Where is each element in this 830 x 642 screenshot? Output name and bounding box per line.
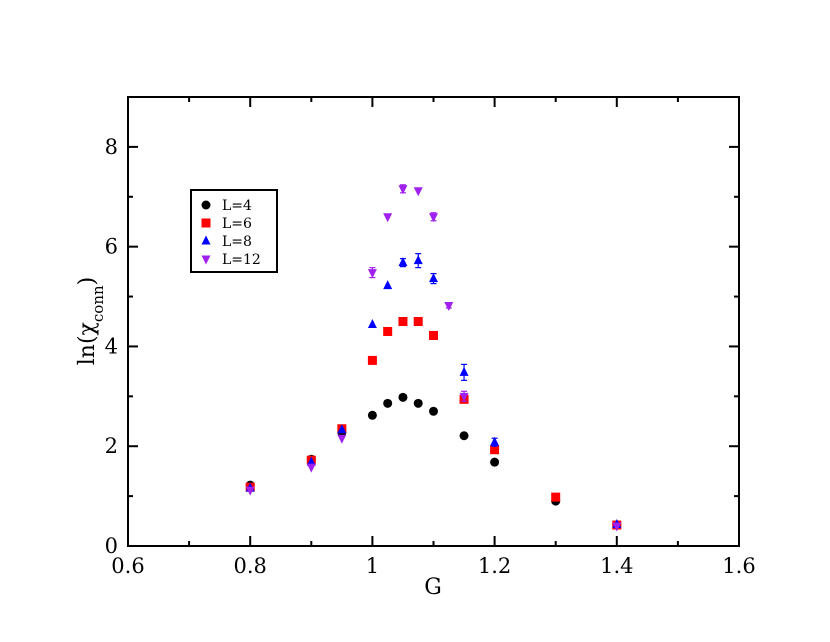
- series-l8: [245, 253, 622, 529]
- data-point: [367, 410, 377, 420]
- data-point: [398, 257, 408, 267]
- data-point: [429, 213, 438, 223]
- data-point: [367, 355, 377, 365]
- legend: L=4 L=6 L=8 L=12: [190, 189, 278, 273]
- data-point: [413, 255, 423, 265]
- series-l4: [245, 392, 622, 530]
- data-point: [245, 486, 255, 496]
- data-point: [398, 185, 408, 195]
- x-tick-labels: 0.6 0.8 1 1.2 1.4 1.6: [111, 554, 755, 578]
- data-point: [383, 280, 393, 290]
- data-series: [245, 184, 622, 532]
- data-point: [383, 326, 393, 336]
- x-tick-label: 1.4: [600, 554, 633, 578]
- data-point: [413, 398, 423, 408]
- x-axis-title: G: [424, 575, 442, 600]
- y-axis-title-close: ): [75, 277, 100, 286]
- data-point: [551, 492, 561, 502]
- data-point: [612, 522, 622, 532]
- data-point: [490, 457, 500, 467]
- data-point: [398, 392, 408, 402]
- data-point: [459, 431, 469, 441]
- data-point: [337, 424, 347, 434]
- y-tick-label: 0: [105, 534, 118, 558]
- y-tick-label: 8: [105, 135, 118, 159]
- y-axis-title: ln(χconn): [75, 277, 107, 365]
- data-point: [413, 317, 423, 326]
- data-point: [490, 445, 500, 455]
- data-point: [306, 456, 316, 466]
- y-tick-label: 6: [105, 235, 118, 259]
- data-point: [429, 273, 438, 283]
- data-point: [337, 434, 347, 444]
- y-axis-title-main: ln(χ: [75, 322, 100, 365]
- data-point: [429, 406, 438, 416]
- x-tick-label: 0.6: [111, 554, 144, 578]
- legend-label-l4: L=4: [222, 198, 252, 214]
- legend-items: [201, 200, 211, 265]
- legend-label-l12: L=12: [222, 252, 261, 268]
- x-tick-label: 1.2: [478, 554, 511, 578]
- data-point: [459, 392, 469, 402]
- y-tick-label: 4: [105, 334, 118, 358]
- data-point: [429, 330, 438, 340]
- data-point: [367, 318, 377, 328]
- legend-symbol: [201, 255, 211, 265]
- axis-ticks: [127, 97, 740, 547]
- legend-label-l6: L=6: [222, 216, 252, 232]
- data-point: [444, 302, 454, 312]
- y-tick-label: 2: [105, 434, 118, 458]
- data-point: [490, 436, 500, 446]
- series-l12: [245, 184, 622, 532]
- data-point: [398, 317, 408, 326]
- legend-symbol: [201, 200, 211, 210]
- y-tick-labels: 0 2 4 6 8: [105, 135, 118, 558]
- x-tick-label: 1.6: [722, 554, 755, 578]
- plot-frame: [127, 96, 740, 547]
- data-point: [383, 398, 393, 408]
- legend-label-l8: L=8: [222, 234, 252, 250]
- series-l6: [245, 317, 622, 530]
- legend-symbol: [201, 218, 211, 228]
- data-point: [367, 269, 377, 279]
- x-tick-label: 0.8: [233, 554, 266, 578]
- data-point: [306, 463, 316, 473]
- y-axis-title-sub: conn: [89, 285, 107, 322]
- legend-symbol: [201, 235, 211, 245]
- data-point: [413, 187, 423, 197]
- data-point: [459, 366, 469, 376]
- x-tick-label: 1: [366, 554, 379, 578]
- data-point: [383, 213, 393, 223]
